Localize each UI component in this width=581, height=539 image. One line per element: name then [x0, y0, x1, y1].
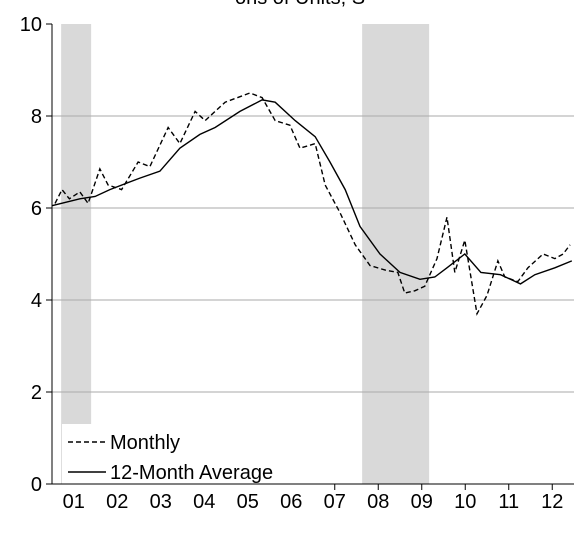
legend-label: 12-Month Average — [110, 462, 273, 484]
x-tick-label: 06 — [280, 491, 302, 513]
x-tick-label: 02 — [106, 491, 128, 513]
recession-shading — [362, 24, 430, 484]
series-line — [51, 99, 573, 285]
y-tick-label: 0 — [31, 474, 42, 496]
x-tick-label: 04 — [193, 491, 215, 513]
x-tick-label: 03 — [150, 491, 172, 513]
x-tick-label: 10 — [454, 491, 476, 513]
x-tick-label: 09 — [411, 491, 433, 513]
x-tick-label: 08 — [367, 491, 389, 513]
recession-shading — [61, 24, 92, 484]
y-tick-label: 4 — [31, 290, 42, 312]
legend-label: Monthly — [110, 432, 180, 454]
y-tick-label: 6 — [31, 198, 42, 220]
series-line — [54, 92, 571, 316]
chart-title: ons of Units, S — [235, 0, 365, 9]
y-tick-label: 2 — [31, 382, 42, 404]
x-tick-label: 11 — [498, 491, 519, 513]
x-tick-label: 07 — [324, 491, 346, 513]
x-tick-label: 05 — [237, 491, 259, 513]
y-tick-label: 10 — [20, 14, 42, 36]
y-tick-label: 8 — [31, 106, 42, 128]
x-tick-label: 01 — [63, 491, 85, 513]
x-tick-label: 12 — [541, 491, 563, 513]
legend-box — [62, 424, 332, 492]
